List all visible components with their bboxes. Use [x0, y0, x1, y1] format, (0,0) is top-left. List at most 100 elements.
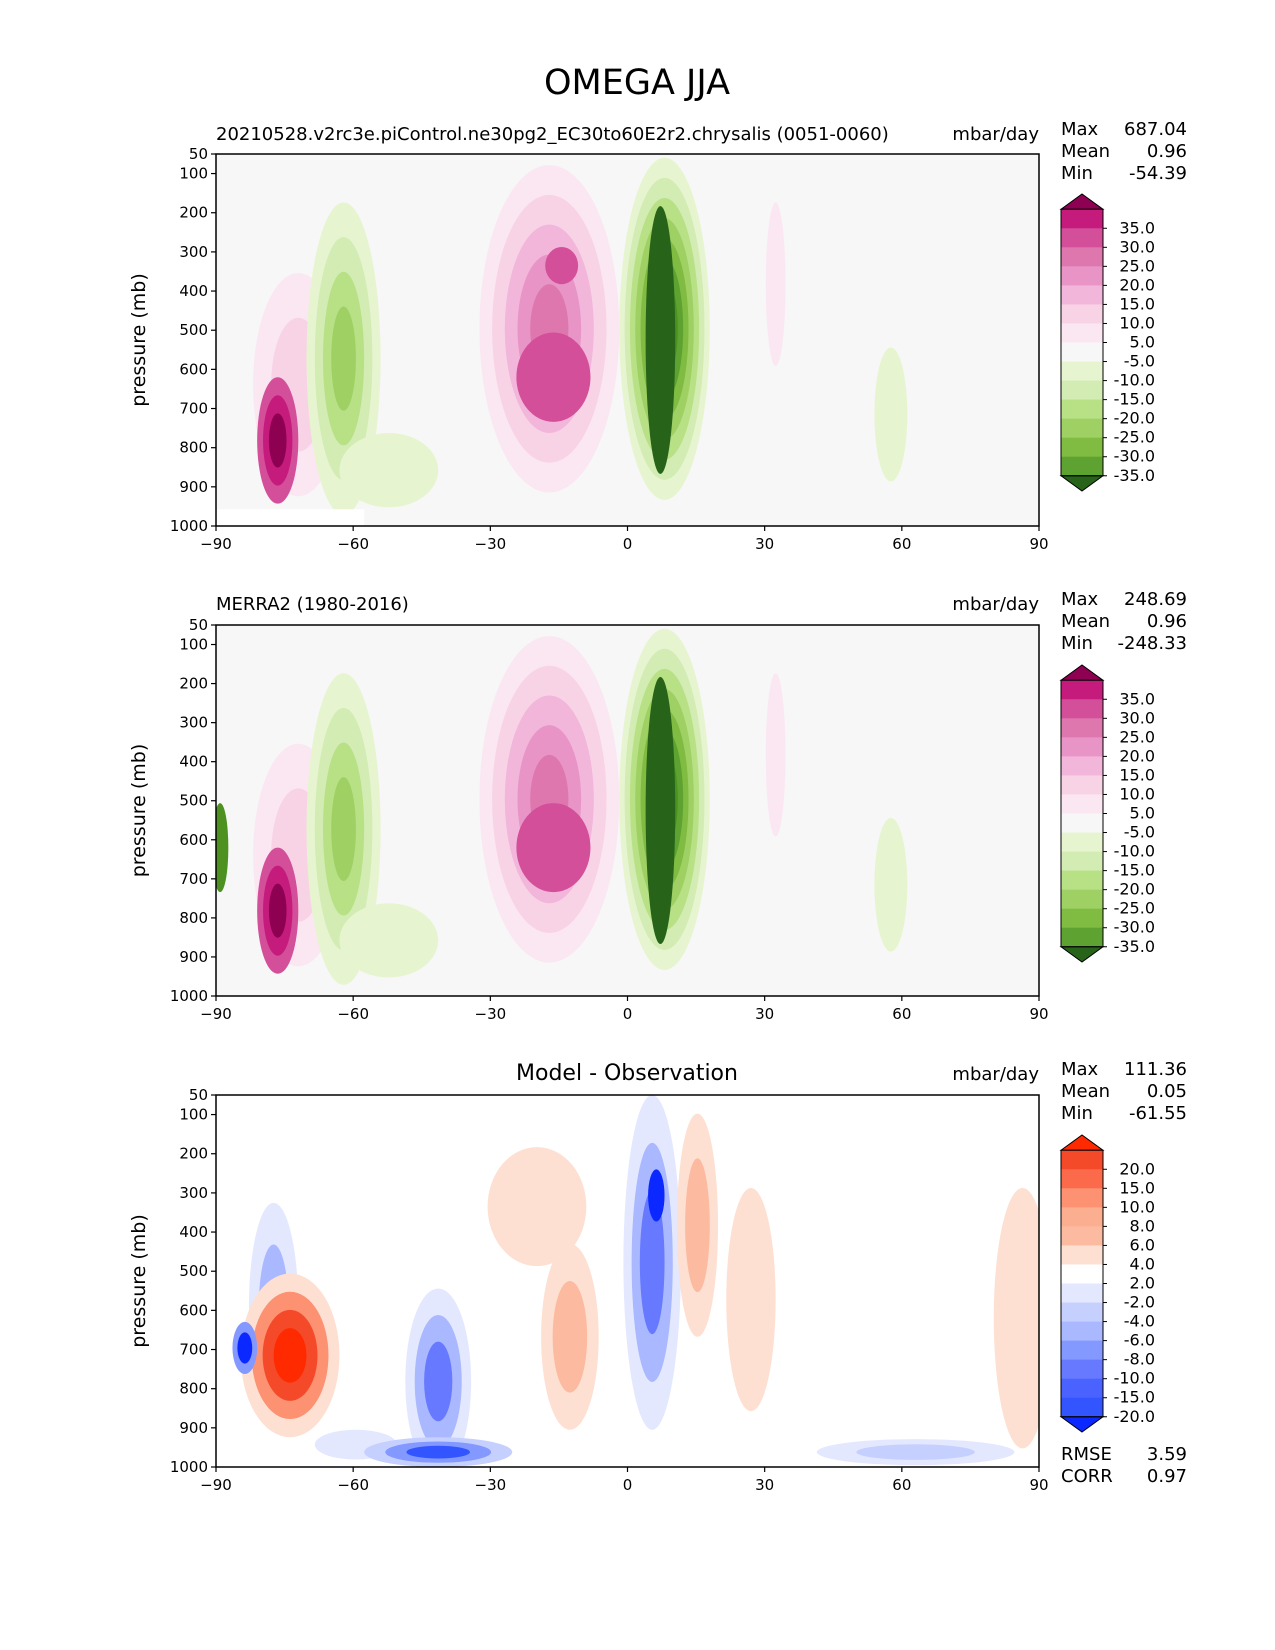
colorbar-segment: [1061, 813, 1103, 834]
y-axis-label: pressure (mb): [128, 744, 150, 878]
stat-value: -61.55: [1129, 1103, 1187, 1124]
y-axis-label: pressure (mb): [128, 1214, 150, 1348]
contour-magenta-coast: [268, 883, 287, 938]
stat-label: Mean: [1061, 611, 1110, 632]
colorbar-segment: [1061, 718, 1103, 738]
y-tick-label: 50: [189, 145, 208, 163]
x-tick-label: 60: [892, 535, 911, 553]
x-tick-label: −30: [475, 1005, 507, 1023]
y-tick-label: 500: [179, 792, 208, 810]
contour-blue-itcz-core: [648, 1169, 665, 1222]
stat-value: 248.69: [1124, 589, 1187, 610]
x-tick-label: −90: [200, 1005, 232, 1023]
stat-label: Max: [1061, 589, 1099, 610]
colorbar-tick-label: 15.0: [1119, 765, 1155, 784]
colorbar-segment: [1061, 437, 1103, 458]
x-tick-label: 0: [623, 1005, 633, 1023]
colorbar-segment: [1061, 361, 1103, 382]
colorbar-tick-label: -25.0: [1114, 428, 1155, 447]
colorbar-segment: [1061, 870, 1103, 891]
colorbar-tick-label: 30.0: [1119, 708, 1155, 727]
panel-diff-colorbar: 20.015.010.08.06.04.02.0-2.0-4.0-6.0-8.0…: [1059, 1134, 1155, 1433]
colorbar-tick-label: 25.0: [1119, 256, 1155, 275]
stat-label: Max: [1061, 119, 1099, 140]
colorbar-tick-label: -4.0: [1124, 1312, 1155, 1331]
colorbar-cap-top: [1059, 1134, 1105, 1151]
x-tick-label: −60: [337, 1476, 369, 1494]
x-tick-label: −30: [475, 535, 507, 553]
y-tick-label: 700: [179, 870, 208, 888]
contour-fills: [216, 157, 908, 526]
y-tick-label: 700: [179, 1341, 208, 1359]
colorbar-cap-bottom: [1059, 475, 1105, 492]
x-tick-label: 0: [623, 535, 633, 553]
panel-diff-plot: −90 −60 −30 0 30 60 90 50 100 200 300 400 500 600 700 8…: [128, 1086, 1049, 1494]
panel-diff: Model - Observation mbar/day Max 111.36 …: [128, 1059, 1187, 1494]
colorbar-cap-top: [1059, 193, 1105, 210]
stat-value: -248.33: [1118, 633, 1187, 654]
colorbar-segment: [1061, 1359, 1103, 1380]
metric-value: 0.97: [1147, 1466, 1187, 1487]
colorbar-tick-label: -15.0: [1114, 390, 1155, 409]
colorbar-tick-label: -30.0: [1114, 447, 1155, 466]
stat-value: -54.39: [1129, 163, 1187, 184]
colorbar-tick-label: -20.0: [1114, 880, 1155, 899]
contour-red-subtropics-low: [552, 1281, 588, 1393]
contour-pink-core-low: [516, 803, 591, 893]
stat-label: Min: [1061, 633, 1093, 654]
x-tick-label: 90: [1029, 535, 1048, 553]
colorbar-tick-label: 10.0: [1119, 784, 1155, 803]
contour-green-north: [874, 817, 908, 952]
metric-value: 3.59: [1147, 1444, 1187, 1465]
colorbar-segment: [1061, 1150, 1103, 1170]
colorbar-segment: [1061, 380, 1103, 401]
panel-model-stats: Max 687.04 Mean 0.96 Min -54.39: [1061, 119, 1187, 184]
colorbar-segment: [1061, 1340, 1103, 1361]
colorbar-tick-label: 4.0: [1130, 1254, 1155, 1273]
stat-label: Mean: [1061, 1081, 1110, 1102]
colorbar-tick-label: -8.0: [1124, 1350, 1155, 1369]
figure-title: OMEGA JJA: [544, 63, 730, 103]
colorbar-segment: [1061, 1188, 1103, 1208]
y-tick-label: 600: [179, 831, 208, 849]
colorbar-tick-label: -10.0: [1114, 842, 1155, 861]
colorbar-segment: [1061, 1226, 1103, 1246]
stat-label: Min: [1061, 163, 1093, 184]
y-tick-label: 300: [179, 714, 208, 732]
y-tick-label: 200: [179, 1145, 208, 1163]
colorbar-tick-label: -5.0: [1124, 823, 1155, 842]
y-tick-label: 400: [179, 753, 208, 771]
colorbar-tick-label: 35.0: [1119, 689, 1155, 708]
colorbar-tick-label: -35.0: [1114, 466, 1155, 485]
colorbar-tick-label: -20.0: [1114, 409, 1155, 428]
colorbar-segment: [1061, 832, 1103, 853]
x-tick-label: 60: [892, 1476, 911, 1494]
colorbar-tick-label: 30.0: [1119, 237, 1155, 256]
colorbar-segment: [1061, 1245, 1103, 1265]
colorbar-segment: [1061, 1283, 1103, 1304]
x-tick-label: 30: [755, 1476, 774, 1494]
colorbar-tick-label: -25.0: [1114, 899, 1155, 918]
colorbar-segment: [1061, 737, 1103, 757]
contour-green-south-low: [339, 433, 439, 508]
panel-model-plot: −90 −60 −30 0 30 60 90 50 100 200 300 400 500 600 700 8…: [128, 145, 1049, 553]
contour-red-north: [726, 1188, 776, 1412]
y-tick-label: 800: [179, 1380, 208, 1398]
colorbar-tick-label: -5.0: [1124, 352, 1155, 371]
colorbar-segment: [1061, 908, 1103, 929]
panel-model-colorbar: 35.030.025.020.015.010.05.0-5.0-10.0-15.…: [1059, 193, 1155, 492]
colorbar-tick-label: 10.0: [1119, 1197, 1155, 1216]
y-tick-label: 900: [179, 478, 208, 496]
y-tick-label: 100: [179, 1106, 208, 1124]
colorbar-tick-label: 35.0: [1119, 218, 1155, 237]
stat-value: 687.04: [1124, 119, 1187, 140]
colorbar-tick-label: -35.0: [1114, 937, 1155, 956]
colorbar-segment: [1061, 323, 1103, 343]
y-tick-label: 400: [179, 1223, 208, 1241]
colorbar-segment: [1061, 266, 1103, 286]
stat-value: 0.96: [1147, 141, 1187, 162]
colorbar-segment: [1061, 851, 1103, 872]
x-tick-label: −30: [475, 1476, 507, 1494]
panel-diff-stats: Max 111.36 Mean 0.05 Min -61.55: [1061, 1059, 1187, 1124]
colorbar-segment: [1061, 1378, 1103, 1399]
